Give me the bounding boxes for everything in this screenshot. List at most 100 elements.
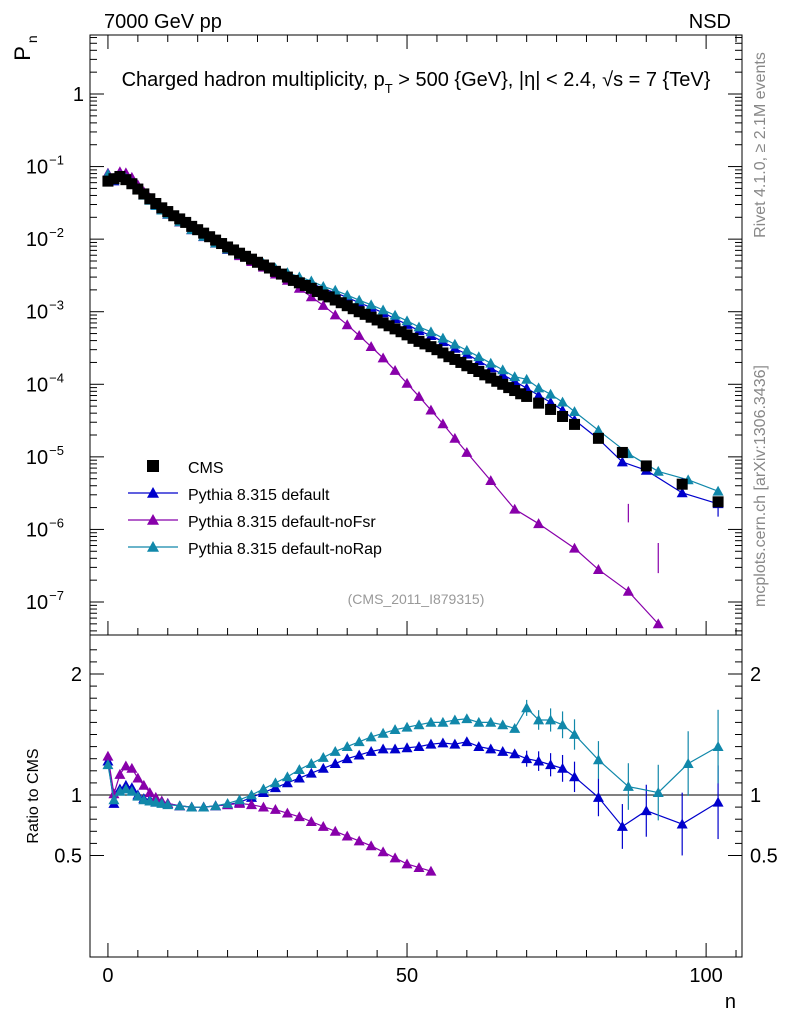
series-3-ratio-point bbox=[132, 790, 144, 801]
series-2-point bbox=[425, 404, 437, 415]
series-3-ratio-point bbox=[269, 777, 281, 788]
title-part-a: Charged hadron multiplicity, p bbox=[122, 69, 385, 91]
series-1-ratio-point bbox=[712, 796, 724, 807]
cms-point bbox=[503, 382, 515, 394]
cms-point bbox=[449, 353, 461, 365]
series-1-ratio-point bbox=[640, 805, 652, 816]
series-3-ratio-point bbox=[569, 729, 581, 739]
series-3-ratio-point bbox=[222, 797, 234, 808]
series-3-point bbox=[401, 315, 413, 326]
series-1-ratio-point bbox=[377, 743, 389, 754]
series-3-ratio-point bbox=[281, 771, 293, 782]
cms-point bbox=[365, 311, 377, 323]
series-3-point bbox=[449, 338, 461, 349]
series-3-point bbox=[365, 299, 377, 310]
cms-point bbox=[515, 388, 527, 400]
legend-label: Pythia 8.315 default-noFsr bbox=[188, 514, 376, 531]
series-3-point bbox=[497, 364, 509, 375]
y-tick-exponent: −2 bbox=[49, 225, 64, 240]
series-2-point bbox=[317, 299, 329, 310]
series-3-ratio-point bbox=[461, 713, 473, 724]
series-2-ratio-point bbox=[126, 762, 138, 773]
series-3-ratio-point bbox=[329, 745, 341, 756]
legend-label: CMS bbox=[188, 460, 224, 477]
series-2-point bbox=[353, 330, 365, 340]
cms-point bbox=[335, 297, 347, 309]
series-2-ratio-point bbox=[305, 816, 317, 827]
cms-point bbox=[251, 256, 263, 268]
cms-point bbox=[473, 366, 485, 378]
cms-point bbox=[132, 183, 144, 195]
series-1-ratio-point bbox=[365, 745, 377, 756]
series-3-point bbox=[377, 304, 389, 315]
y-tick-label-top: 10−2 bbox=[26, 225, 64, 251]
cms-point bbox=[281, 271, 293, 283]
cms-point bbox=[144, 193, 156, 205]
ratio-tick-label-right: 2 bbox=[750, 664, 761, 686]
series-2-point bbox=[329, 309, 341, 320]
cms-point bbox=[168, 210, 180, 222]
cms-point bbox=[359, 308, 371, 320]
series-3-ratio-point bbox=[257, 783, 269, 794]
series-3-ratio-point bbox=[174, 800, 186, 811]
series-3-ratio-point bbox=[234, 794, 246, 805]
series-1-ratio-point bbox=[305, 767, 317, 778]
cms-point bbox=[401, 329, 413, 341]
series-2-point bbox=[485, 475, 497, 486]
series-3-point bbox=[353, 294, 365, 305]
series-1-ratio-point bbox=[509, 748, 521, 759]
series-2-ratio-point bbox=[144, 787, 156, 797]
series-1-ratio-point bbox=[413, 741, 425, 751]
series-2-point bbox=[592, 564, 604, 574]
series-2-point bbox=[509, 503, 521, 514]
cms-point bbox=[299, 279, 311, 291]
series-3-point bbox=[592, 424, 604, 435]
series-3-ratio-point bbox=[497, 719, 509, 730]
y-tick-exponent: −3 bbox=[49, 298, 64, 313]
cms-point bbox=[455, 356, 467, 368]
series-2-point bbox=[437, 418, 449, 429]
cms-point bbox=[216, 238, 228, 250]
x-axis-label: n bbox=[725, 991, 736, 1013]
series-1-ratio-point bbox=[293, 772, 305, 783]
series-2-ratio-point bbox=[246, 799, 258, 810]
cms-point bbox=[138, 188, 150, 200]
series-2-ratio-point bbox=[317, 820, 329, 831]
ratio-tick-label: 0.5 bbox=[54, 846, 82, 868]
cms-point bbox=[108, 173, 120, 185]
cms-point bbox=[479, 369, 491, 381]
series-3-ratio-point bbox=[533, 714, 545, 725]
cms-point bbox=[186, 220, 198, 232]
series-2-ratio-point bbox=[281, 807, 293, 818]
series-2-ratio-point bbox=[389, 852, 401, 863]
series-3-point bbox=[425, 326, 437, 337]
series-1-ratio-point bbox=[353, 749, 365, 760]
rivet-version-label: Rivet 4.1.0, ≥ 2.1M events bbox=[752, 52, 769, 238]
series-2-point bbox=[305, 291, 317, 302]
series-1-ratio-point bbox=[533, 755, 545, 766]
series-3-point bbox=[461, 344, 473, 355]
series-1-ratio-point bbox=[592, 791, 604, 802]
series-3-ratio-point bbox=[437, 716, 449, 727]
legend-entry: Pythia 8.315 default-noFsr bbox=[128, 514, 376, 531]
cms-point bbox=[222, 241, 234, 253]
cms-point bbox=[461, 360, 473, 372]
series-1-point bbox=[616, 456, 628, 467]
series-3-ratio-point bbox=[108, 794, 120, 805]
legend-marker-triangle bbox=[147, 541, 159, 552]
series-3-point bbox=[569, 406, 581, 417]
cms-point bbox=[389, 323, 401, 335]
series-3-ratio-point bbox=[305, 758, 317, 768]
cms-point bbox=[443, 351, 455, 363]
y-tick-exponent: −4 bbox=[49, 370, 64, 385]
series-2-ratio-point bbox=[293, 811, 305, 822]
series-2-ratio-point bbox=[329, 825, 341, 836]
series-2-ratio-point bbox=[269, 804, 281, 814]
header-right: NSD bbox=[689, 11, 731, 33]
series-3-point bbox=[413, 321, 425, 332]
series-2-ratio-point bbox=[120, 760, 132, 771]
y-label-sub: n bbox=[24, 35, 40, 43]
series-3-ratio-point bbox=[473, 716, 485, 727]
cms-point bbox=[545, 403, 557, 415]
cms-point bbox=[413, 335, 425, 347]
